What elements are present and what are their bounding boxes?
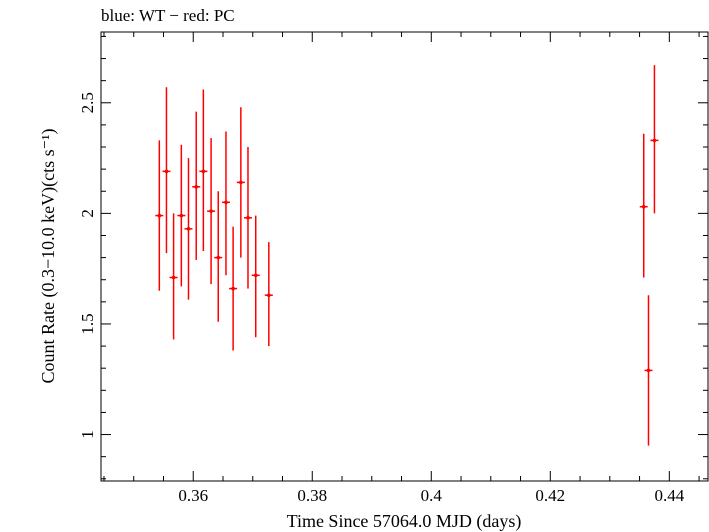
point-marker (164, 169, 169, 174)
x-tick-label: 0.36 (178, 486, 208, 505)
point-marker (216, 255, 221, 260)
data-point (155, 140, 164, 291)
y-tick-label: 1 (78, 430, 97, 439)
data-point (169, 213, 178, 340)
data-point (236, 107, 245, 258)
y-tick-label: 1.5 (78, 313, 97, 334)
point-marker (246, 215, 250, 220)
x-tick-label: 0.44 (654, 486, 684, 505)
data-point (229, 226, 238, 351)
point-marker (239, 180, 243, 185)
point-marker (157, 213, 162, 218)
point-marker (267, 293, 271, 298)
y-tick-label: 2.5 (78, 92, 97, 113)
y-axis-label: Count Rate (0.3−10.0 keV)(cts s⁻¹) (38, 128, 59, 383)
data-point (644, 295, 653, 446)
x-axis-tick-labels: 0.36 0.38 0.4 0.42 0.44 (178, 486, 684, 505)
x-axis-label: Time Since 57064.0 MJD (days) (287, 511, 522, 532)
data-point (639, 133, 648, 278)
data-point (207, 138, 216, 285)
point-marker (231, 286, 235, 291)
x-tick-label: 0.4 (421, 486, 443, 505)
chart-title: blue: WT − red: PC (101, 6, 235, 25)
x-axis-ticks (103, 32, 700, 481)
point-marker (179, 213, 184, 218)
point-marker (224, 200, 228, 205)
data-point (177, 144, 186, 287)
data-point (650, 65, 659, 214)
point-marker (186, 227, 191, 231)
x-tick-label: 0.38 (297, 486, 327, 505)
point-marker (652, 138, 657, 143)
point-marker (171, 275, 176, 280)
data-point (162, 87, 171, 254)
y-axis-ticks (101, 35, 708, 480)
data-point (243, 147, 252, 289)
data-point (221, 131, 230, 276)
y-tick-label: 2 (78, 209, 97, 218)
point-marker (201, 169, 206, 174)
point-marker (209, 209, 213, 213)
y-axis-tick-labels: 1 1.5 2 2.5 (78, 92, 97, 439)
data-point (184, 158, 193, 300)
plot-frame (100, 31, 709, 482)
data-point (264, 242, 273, 347)
data-point (199, 89, 208, 251)
data-point (192, 111, 201, 260)
point-marker (253, 273, 258, 278)
point-marker (641, 204, 646, 209)
data-point (214, 191, 223, 322)
x-tick-label: 0.42 (535, 486, 565, 505)
data-point (251, 215, 260, 338)
data-points (155, 65, 659, 446)
point-marker (646, 368, 651, 373)
point-marker (194, 185, 199, 189)
